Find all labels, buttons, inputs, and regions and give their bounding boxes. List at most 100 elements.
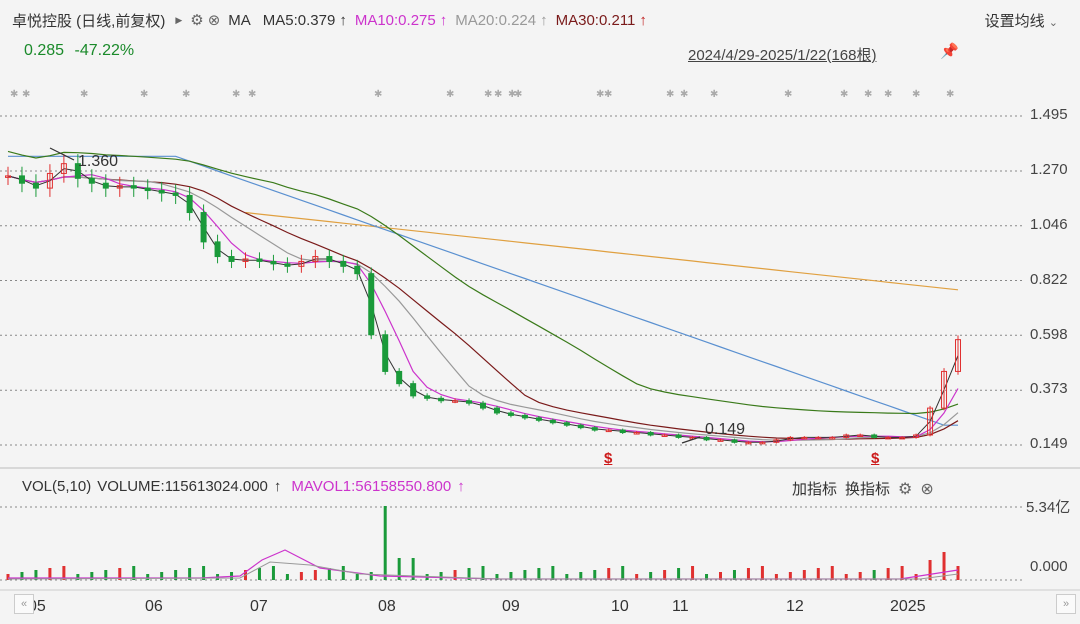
volume-bar xyxy=(635,574,639,580)
chart-header: 卓悦控股 (日线,前复权) ▶ ⚙ ⊗ MA MA5:0.379 ↑ MA10:0… xyxy=(12,8,655,32)
volume-bar xyxy=(327,568,331,580)
volume-bar xyxy=(271,566,275,580)
pin-icon[interactable]: 📌 xyxy=(940,43,959,60)
volume-bar xyxy=(369,572,373,580)
volume-bar xyxy=(495,574,499,580)
volume-bar xyxy=(299,572,303,580)
volume-bar xyxy=(188,568,192,580)
switch-indicator-button[interactable]: 换指标 xyxy=(845,481,891,498)
y-tick: 1.270 xyxy=(1030,161,1068,178)
vol-y-tick: 0.000 xyxy=(1030,558,1068,575)
volume-bar xyxy=(705,574,709,580)
candle-body xyxy=(941,370,948,409)
price-row: 0.285 -47.22% xyxy=(24,42,140,60)
volume-bars xyxy=(6,506,960,580)
x-tick: 2025 xyxy=(890,598,926,615)
candle-body xyxy=(493,407,500,414)
low-label: 0.149 xyxy=(705,421,746,438)
volume-value: VOLUME:115613024.000 xyxy=(97,478,268,495)
up-arrow-icon: ↑ xyxy=(639,11,647,29)
candle-body xyxy=(661,434,668,437)
event-dot: ✱ xyxy=(604,89,612,100)
volume-bar xyxy=(621,566,625,580)
close-circle-icon[interactable]: ⊗ xyxy=(920,480,934,498)
candle-body xyxy=(633,432,640,435)
ma5-value: MA5:0.379 xyxy=(262,11,336,29)
candle-body xyxy=(158,190,165,194)
up-arrow-icon: ↑ xyxy=(540,11,548,29)
candle-body xyxy=(773,439,780,443)
grid-lines xyxy=(0,115,1080,591)
candle-body xyxy=(396,370,403,385)
candle-body xyxy=(913,434,920,438)
close-circle-icon[interactable]: ⊗ xyxy=(207,12,221,29)
candle-body xyxy=(186,194,193,214)
volume-bar xyxy=(118,568,122,580)
event-dot: ✱ xyxy=(232,89,240,100)
ma250-line xyxy=(245,211,959,291)
ma-label: MA xyxy=(228,11,251,29)
event-dot: ✱ xyxy=(596,89,604,100)
volume-bar xyxy=(146,574,150,580)
x-tick: 12 xyxy=(786,598,804,615)
x-tick: 08 xyxy=(378,598,396,615)
volume-bar xyxy=(355,574,359,580)
chevron-down-icon: ⌄ xyxy=(1048,17,1058,29)
moving-average-lines xyxy=(7,150,959,443)
candle-body xyxy=(284,263,291,267)
candle-body xyxy=(270,260,277,265)
volume-bar xyxy=(732,570,736,580)
event-dot: ✱ xyxy=(508,89,516,100)
vol-title: VOL(5,10) xyxy=(22,478,92,495)
candle-body xyxy=(88,177,95,184)
candle-body xyxy=(675,434,682,438)
volume-bar xyxy=(551,566,555,580)
add-indicator-button[interactable]: 加指标 xyxy=(792,481,838,498)
event-dot: ✱ xyxy=(840,89,848,100)
gear-icon[interactable]: ⚙ xyxy=(190,12,204,29)
candle-body xyxy=(326,256,333,262)
candle-body xyxy=(298,260,305,267)
scroll-right-button[interactable]: » xyxy=(1056,594,1076,614)
ma30-value: MA30:0.211 xyxy=(555,11,636,29)
candle-body xyxy=(200,212,207,243)
candle-body xyxy=(857,434,864,437)
scroll-left-button[interactable]: « xyxy=(14,594,34,614)
y-tick: 0.598 xyxy=(1030,326,1068,343)
volume-bar xyxy=(62,566,66,580)
stock-title: 卓悦控股 (日线,前复权) xyxy=(12,12,166,30)
candle-body xyxy=(619,429,626,434)
annotations xyxy=(49,147,701,444)
expand-triangle-icon[interactable]: ▶ xyxy=(175,14,183,25)
mavol1-value: MAVOL1:56158550.800 xyxy=(291,478,452,495)
event-marker[interactable]: $ xyxy=(871,450,880,467)
candle-body xyxy=(759,441,766,445)
volume-bar xyxy=(48,568,52,580)
volume-bar xyxy=(942,552,946,580)
y-tick: 0.373 xyxy=(1030,380,1068,397)
candle-body xyxy=(410,383,417,397)
candle-body xyxy=(535,417,542,421)
candle-body xyxy=(955,339,961,372)
event-marker[interactable]: $ xyxy=(604,450,613,467)
candle-body xyxy=(18,175,25,184)
volume-bar xyxy=(788,572,792,580)
volume-bar xyxy=(537,568,541,580)
candle-body xyxy=(787,436,794,441)
gear-icon[interactable]: ⚙ xyxy=(898,480,913,498)
candle-body xyxy=(354,265,361,275)
volume-bar xyxy=(453,570,457,580)
event-dot: ✱ xyxy=(182,89,190,100)
ma-settings-dropdown[interactable]: 设置均线 ⌄ xyxy=(985,10,1058,31)
volume-bar xyxy=(397,558,401,580)
candle-body xyxy=(745,441,752,445)
volume-bar xyxy=(760,566,764,580)
candle-body xyxy=(605,429,612,433)
candle-body xyxy=(703,436,710,441)
volume-bar xyxy=(691,566,695,580)
volume-bar xyxy=(858,572,862,580)
candle-body xyxy=(368,273,375,336)
date-range[interactable]: 2024/4/29-2025/1/22(168根) xyxy=(688,47,877,64)
candle-body xyxy=(829,436,836,440)
